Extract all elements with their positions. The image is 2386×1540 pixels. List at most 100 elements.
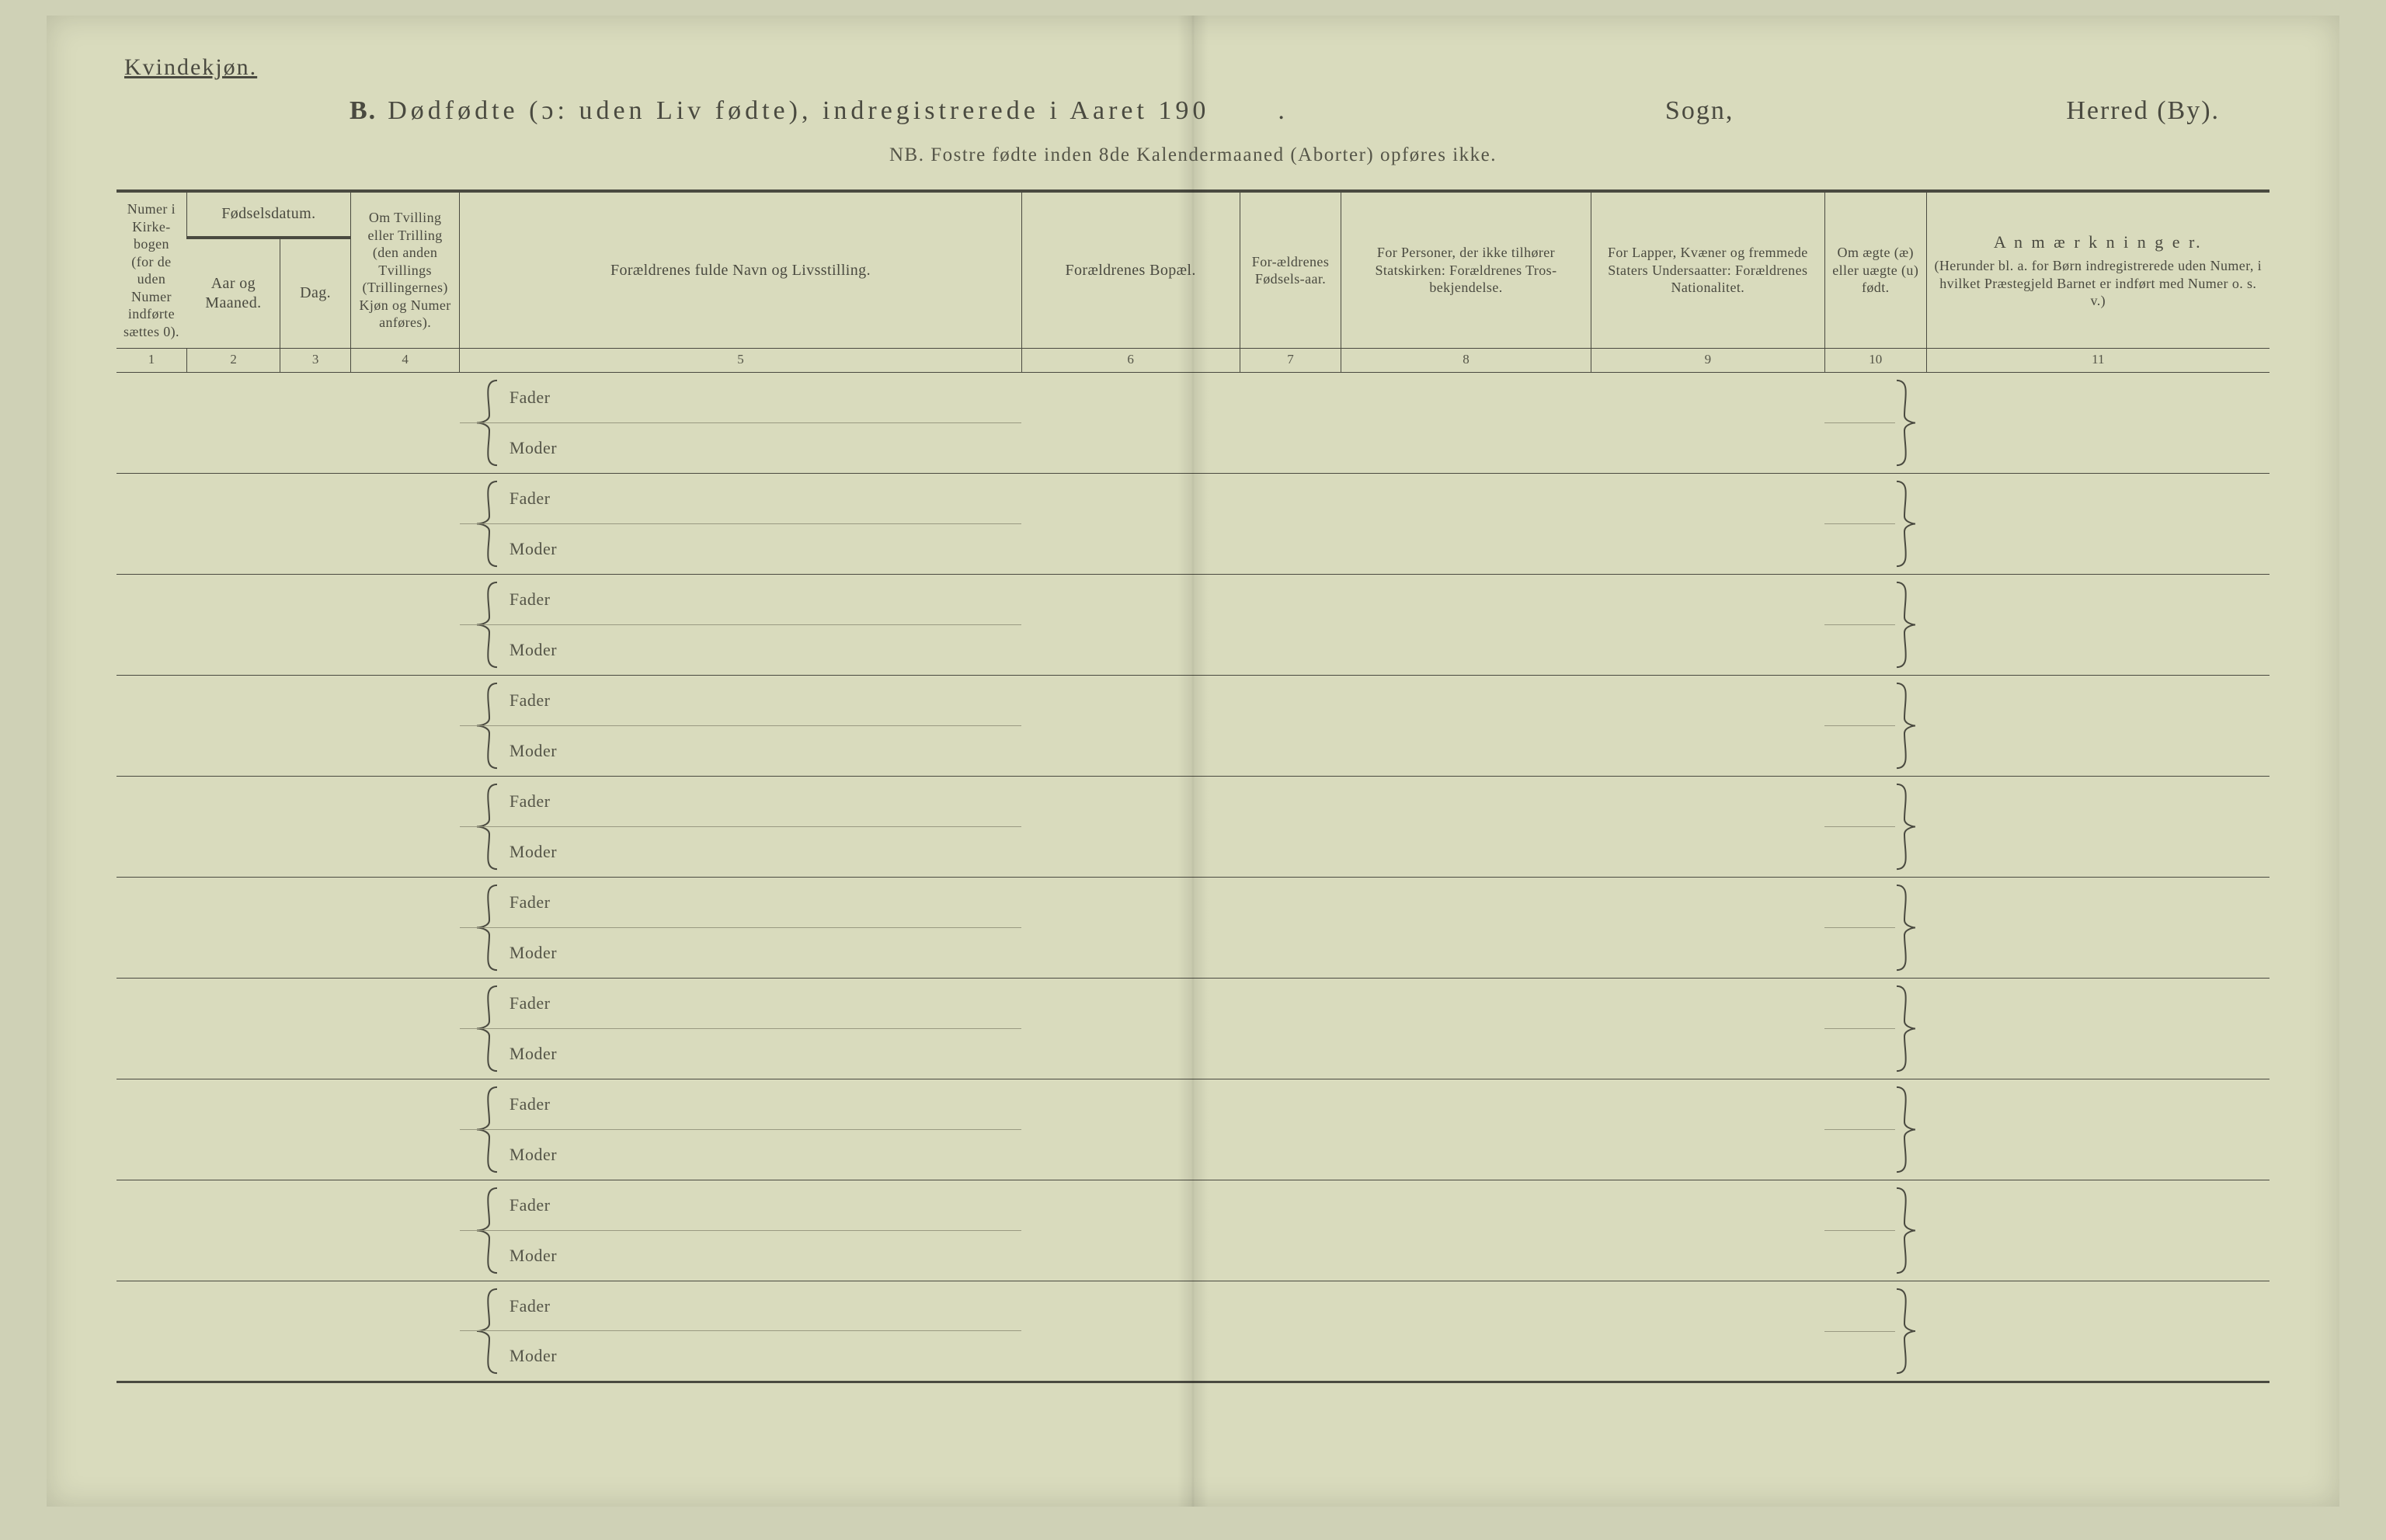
table-row: FaderModer (117, 373, 2269, 474)
empty-cell (350, 575, 460, 676)
empty-cell (1021, 1281, 1240, 1382)
empty-cell (280, 575, 350, 676)
remarks-cell (1926, 474, 2269, 575)
empty-cell (350, 878, 460, 979)
empty-cell (350, 1180, 460, 1281)
table-head: Numer i Kirke-bogen (for de uden Numer i… (117, 191, 2269, 373)
empty-cell (117, 474, 186, 575)
col-num-10: 10 (1824, 349, 1926, 373)
empty-cell (1021, 777, 1240, 878)
col-num-8: 8 (1341, 349, 1591, 373)
parents-name-cell: FaderModer (460, 1281, 1021, 1382)
empty-cell (117, 1281, 186, 1382)
right-brace-icon (1894, 983, 1915, 1074)
col-header-11-title: A n m æ r k n i n g e r. (1933, 231, 2263, 253)
legitimacy-cell (1824, 1180, 1926, 1281)
col-header-2: Aar og Maaned. (186, 238, 280, 349)
fader-label: Fader (510, 589, 551, 610)
col-num-5: 5 (460, 349, 1021, 373)
empty-cell (1240, 979, 1341, 1079)
empty-cell (1240, 373, 1341, 474)
col-header-11: A n m æ r k n i n g e r. (Herunder bl. a… (1926, 191, 2269, 349)
empty-cell (186, 676, 280, 777)
empty-cell (1240, 676, 1341, 777)
col-header-1: Numer i Kirke-bogen (for de uden Numer i… (117, 191, 186, 349)
col-num-3: 3 (280, 349, 350, 373)
table-row: FaderModer (117, 474, 2269, 575)
empty-cell (117, 676, 186, 777)
empty-cell (350, 474, 460, 575)
col-header-10: Om ægte (æ) eller uægte (u) født. (1824, 191, 1926, 349)
fader-label: Fader (510, 690, 551, 711)
register-table: Numer i Kirke-bogen (for de uden Numer i… (117, 189, 2269, 1383)
table-body: FaderModerFaderModerFaderModerFaderModer… (117, 373, 2269, 1382)
table-row: FaderModer (117, 676, 2269, 777)
col-num-6: 6 (1021, 349, 1240, 373)
parents-name-cell: FaderModer (460, 1079, 1021, 1180)
col-header-11-sub: (Herunder bl. a. for Børn indregistrered… (1933, 257, 2263, 310)
col-header-7: For-ældrenes Fødsels-aar. (1240, 191, 1341, 349)
remarks-cell (1926, 676, 2269, 777)
empty-cell (186, 575, 280, 676)
col-num-2: 2 (186, 349, 280, 373)
empty-cell (280, 878, 350, 979)
empty-cell (1341, 474, 1591, 575)
col-num-4: 4 (350, 349, 460, 373)
remarks-cell (1926, 373, 2269, 474)
header-area: Kvindekjøn. B. Dødfødte (ɔ: uden Liv fød… (47, 16, 2339, 174)
empty-cell (1591, 373, 1824, 474)
title-line: B. Dødfødte (ɔ: uden Liv fødte), indregi… (117, 96, 2269, 126)
moder-label: Moder (510, 842, 557, 862)
empty-cell (1021, 676, 1240, 777)
moder-label: Moder (510, 640, 557, 660)
empty-cell (1341, 878, 1591, 979)
right-brace-icon (1894, 1084, 1915, 1175)
col-header-5: Forældrenes fulde Navn og Livsstilling. (460, 191, 1021, 349)
col-num-9: 9 (1591, 349, 1824, 373)
col-num-1: 1 (117, 349, 186, 373)
empty-cell (1021, 1079, 1240, 1180)
col-header-6: Forældrenes Bopæl. (1021, 191, 1240, 349)
right-brace-icon (1894, 680, 1915, 771)
empty-cell (280, 1281, 350, 1382)
empty-cell (280, 777, 350, 878)
herred-label: Herred (By). (2066, 96, 2220, 126)
parents-name-cell: FaderModer (460, 979, 1021, 1079)
fader-label: Fader (510, 1195, 551, 1215)
moder-label: Moder (510, 1044, 557, 1064)
legitimacy-cell (1824, 1079, 1926, 1180)
table-row: FaderModer (117, 1281, 2269, 1382)
col-header-9: For Lapper, Kvæner og fremmede Staters U… (1591, 191, 1824, 349)
empty-cell (1341, 676, 1591, 777)
moder-label: Moder (510, 943, 557, 963)
table-row: FaderModer (117, 1079, 2269, 1180)
empty-cell (1021, 373, 1240, 474)
remarks-cell (1926, 575, 2269, 676)
empty-cell (350, 1281, 460, 1382)
empty-cell (1021, 575, 1240, 676)
empty-cell (117, 1180, 186, 1281)
empty-cell (1021, 878, 1240, 979)
legitimacy-cell (1824, 575, 1926, 676)
fader-label: Fader (510, 892, 551, 913)
fader-label: Fader (510, 488, 551, 509)
empty-cell (350, 777, 460, 878)
empty-cell (1240, 575, 1341, 676)
empty-cell (280, 373, 350, 474)
sub-note: NB. Fostre fødte inden 8de Kalendermaane… (117, 144, 2269, 166)
empty-cell (1591, 878, 1824, 979)
moder-label: Moder (510, 438, 557, 458)
table-wrapper: Numer i Kirke-bogen (for de uden Numer i… (47, 174, 2339, 1383)
fader-label: Fader (510, 791, 551, 812)
empty-cell (1240, 1079, 1341, 1180)
col-num-7: 7 (1240, 349, 1341, 373)
empty-cell (186, 1281, 280, 1382)
empty-cell (1240, 474, 1341, 575)
parents-name-cell: FaderModer (460, 676, 1021, 777)
document-page: Kvindekjøn. B. Dødfødte (ɔ: uden Liv fød… (47, 16, 2339, 1507)
col-header-3: Dag. (280, 238, 350, 349)
empty-cell (117, 878, 186, 979)
legitimacy-cell (1824, 878, 1926, 979)
empty-cell (280, 1079, 350, 1180)
remarks-cell (1926, 1180, 2269, 1281)
